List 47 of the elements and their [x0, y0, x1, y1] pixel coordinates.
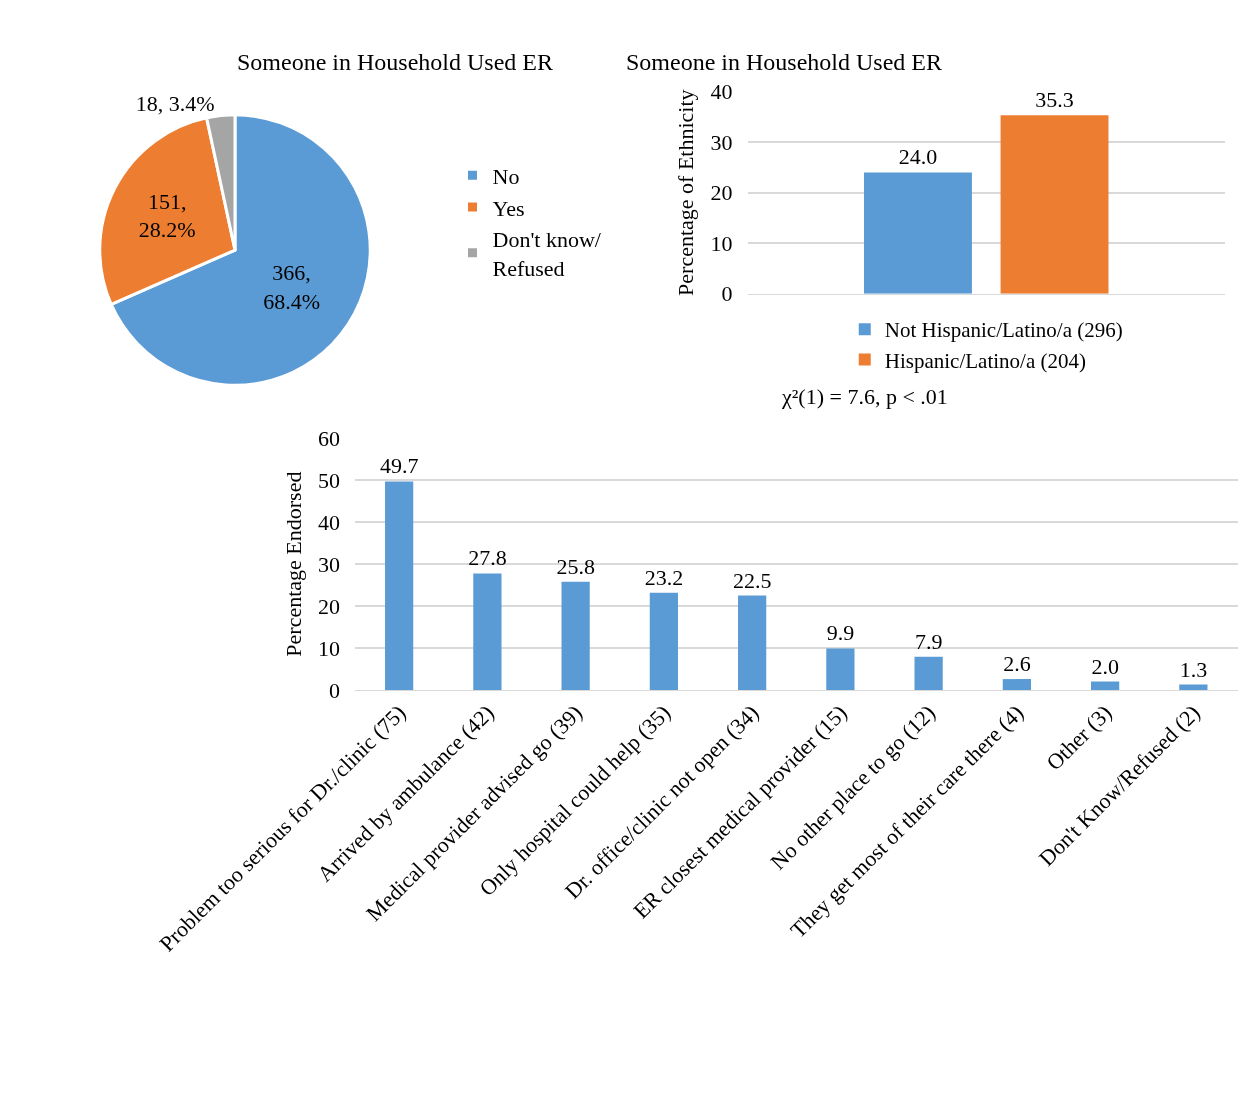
legend-label: Hispanic/Latino/a (204)	[884, 348, 1086, 373]
bar	[1091, 681, 1120, 690]
data-label: 7.9	[914, 628, 943, 654]
y-tick-label: 30	[318, 551, 340, 577]
chart-title: Someone in Household Used ER	[626, 49, 942, 75]
y-tick-label: 10	[318, 635, 340, 661]
data-label: 151, 28.2%	[138, 188, 196, 243]
bar	[1179, 684, 1208, 690]
data-label: 1.3	[1179, 656, 1208, 682]
y-tick-label: 50	[318, 467, 340, 493]
y-tick-label: 10	[710, 230, 733, 256]
data-label: 18, 3.4%	[135, 90, 215, 116]
legend-label: Not Hispanic/Latino/a (296)	[884, 318, 1123, 343]
data-label: 23.2	[644, 564, 684, 590]
bar	[649, 592, 678, 690]
bar	[826, 648, 855, 690]
y-tick-label: 0	[329, 677, 340, 703]
legend-label: Don't know/ Refused	[492, 227, 602, 281]
y-axis-title: Percentage of Ethnicity	[673, 89, 699, 296]
y-tick-label: 40	[710, 79, 733, 105]
data-label: 9.9	[826, 620, 855, 646]
y-tick-label: 30	[710, 129, 733, 155]
data-label: 27.8	[468, 545, 507, 571]
bar	[561, 581, 590, 690]
data-label: 25.8	[556, 553, 595, 579]
bar	[738, 595, 767, 690]
legend-label: No	[492, 163, 520, 189]
bar	[914, 656, 943, 690]
legend-label: Yes	[492, 195, 525, 221]
bar	[385, 481, 414, 690]
data-label: 49.7	[379, 453, 419, 479]
text: χ²(1) = 7.6, p < .01	[781, 384, 948, 409]
data-label: 2.0	[1091, 653, 1119, 679]
y-axis-title: Percentage Endorsed	[280, 471, 306, 657]
y-tick-label: 20	[710, 180, 733, 206]
data-label: 24.0	[898, 144, 938, 170]
y-tick-label: 0	[721, 281, 733, 307]
data-label: 366, 68.4%	[263, 260, 321, 314]
bar	[473, 573, 502, 690]
data-label: 35.3	[1035, 87, 1074, 113]
chart-title: Someone in Household Used ER	[237, 49, 553, 75]
bar	[1002, 679, 1031, 690]
y-tick-label: 40	[318, 509, 340, 535]
data-label: 22.5	[732, 567, 772, 593]
y-tick-label: 20	[318, 593, 340, 619]
data-label: 2.6	[1003, 651, 1031, 677]
y-tick-label: 60	[318, 425, 340, 451]
